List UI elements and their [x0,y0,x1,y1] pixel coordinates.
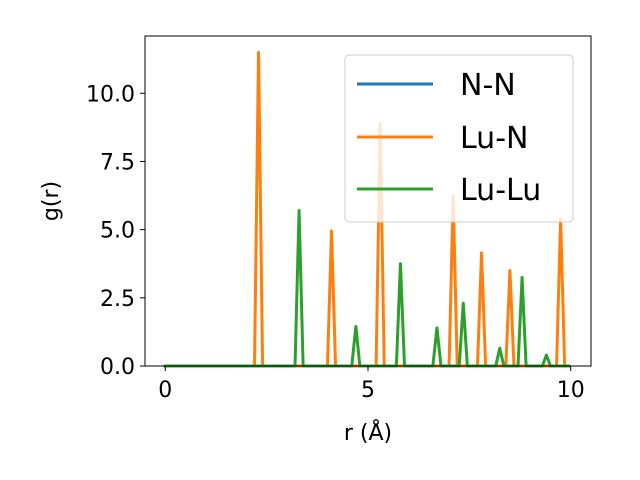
tick-layer: 0 5 10 0.0 2.5 5.0 7.5 10.0 [86,82,585,403]
x-tick-label: 0 [158,378,172,403]
legend: N-N Lu-N Lu-Lu [344,54,574,223]
legend-frame [344,54,574,223]
y-tick-label: 2.5 [100,287,135,312]
x-tick-label: 5 [361,378,375,403]
legend-label-lu-lu: Lu-Lu [460,173,541,208]
x-tick-label: 10 [557,378,585,403]
y-tick-label: 7.5 [100,150,135,175]
y-tick-label: 10.0 [86,82,135,107]
legend-label-lu-n: Lu-N [460,121,528,156]
y-axis-label: g(r) [39,181,64,221]
legend-label-n-n: N-N [460,68,516,103]
x-axis-label: r (Å) [344,419,392,446]
y-tick-label: 5.0 [100,219,135,244]
y-tick-label: 0.0 [100,355,135,380]
